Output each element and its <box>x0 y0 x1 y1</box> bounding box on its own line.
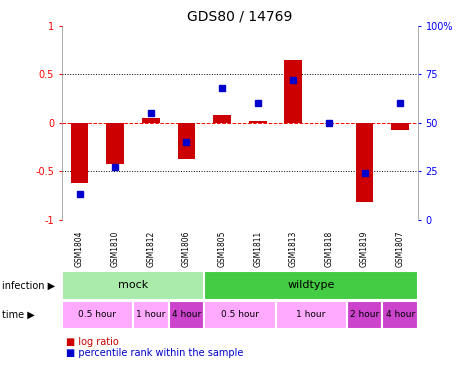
Text: GSM1804: GSM1804 <box>75 230 84 267</box>
Text: ■ log ratio: ■ log ratio <box>66 337 119 347</box>
Bar <box>62 301 133 329</box>
Bar <box>391 123 409 130</box>
Text: GSM1807: GSM1807 <box>396 230 405 267</box>
Title: GDS80 / 14769: GDS80 / 14769 <box>187 9 293 23</box>
Text: GSM1819: GSM1819 <box>360 230 369 267</box>
Text: 0.5 hour: 0.5 hour <box>78 310 116 319</box>
Bar <box>106 123 124 164</box>
Bar <box>204 301 276 329</box>
Text: 1 hour: 1 hour <box>296 310 326 319</box>
Bar <box>71 123 88 183</box>
Text: GSM1805: GSM1805 <box>218 230 227 267</box>
Bar <box>142 118 160 123</box>
Text: infection ▶: infection ▶ <box>2 280 56 291</box>
Text: 4 hour: 4 hour <box>386 310 415 319</box>
Bar <box>347 301 382 329</box>
Bar <box>249 121 266 123</box>
Text: 1 hour: 1 hour <box>136 310 165 319</box>
Text: 2 hour: 2 hour <box>350 310 379 319</box>
Bar <box>133 301 169 329</box>
Text: ■ percentile rank within the sample: ■ percentile rank within the sample <box>66 348 244 358</box>
Text: GSM1812: GSM1812 <box>146 231 155 267</box>
Text: 4 hour: 4 hour <box>172 310 201 319</box>
Bar <box>204 272 418 299</box>
Bar <box>285 60 302 123</box>
Text: GSM1810: GSM1810 <box>111 230 120 267</box>
Bar <box>169 301 204 329</box>
Bar <box>62 272 204 299</box>
Bar <box>356 123 373 202</box>
Text: 0.5 hour: 0.5 hour <box>221 310 259 319</box>
Bar <box>213 115 231 123</box>
Text: time ▶: time ▶ <box>2 310 35 320</box>
Text: wildtype: wildtype <box>287 280 335 291</box>
Bar <box>178 123 195 160</box>
Text: GSM1818: GSM1818 <box>324 231 333 267</box>
Bar <box>276 301 347 329</box>
Text: mock: mock <box>118 280 148 291</box>
Text: GSM1811: GSM1811 <box>253 231 262 267</box>
Text: GSM1813: GSM1813 <box>289 230 298 267</box>
Text: GSM1806: GSM1806 <box>182 230 191 267</box>
Bar <box>382 301 418 329</box>
